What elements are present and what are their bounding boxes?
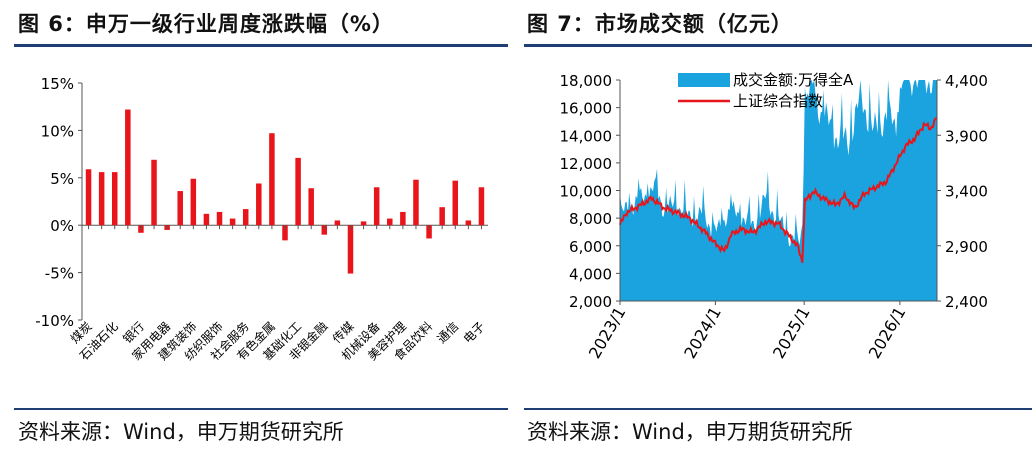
x-tick-label: 2024/1 [680,304,725,362]
bar [190,178,197,226]
y-tick-label: 5% [50,170,74,188]
left-y-tick-label: 2,000 [569,293,612,311]
bar [387,218,393,226]
index-line [619,117,938,263]
bar [98,172,105,226]
right-y-tick-label: 4,400 [945,72,988,90]
y-tick-label: 15% [41,75,74,93]
bar [478,187,485,226]
turnover-chart: 2,000 4,000 6,000 8,000 10,000 12,000 14,000 16… [560,71,988,362]
x-tick-label: 2025/1 [769,304,814,362]
x-tick-label: 2026/1 [865,304,910,362]
bar [465,220,472,226]
legend-line-label: 上证综合指数 [733,92,823,110]
bar [151,159,157,226]
left-source-rule [14,408,508,410]
category-label: 电子 [461,319,488,346]
category-label: 通信 [434,319,461,346]
bar [347,225,354,274]
left-y-tick-label: 8,000 [569,210,612,228]
left-title-rule [14,44,508,47]
left-source-note: 资料来源：Wind，申万期货研究所 [18,420,344,444]
right-chart-title: 图 7：市场成交额（亿元） [527,12,793,36]
bar [413,179,419,226]
bar [308,188,314,226]
right-source-note: 资料来源：Wind，申万期货研究所 [527,420,853,444]
left-y-tick-label: 18,000 [560,72,613,90]
bar [373,187,380,226]
left-y-tick-label: 12,000 [560,155,613,173]
left-y-tick-label: 14,000 [560,127,613,145]
left-y-tick-label: 6,000 [569,238,612,256]
legend-area-swatch [678,73,730,87]
bar [334,220,341,226]
bar [203,213,210,226]
bar [256,183,262,226]
bar [177,191,183,226]
bar [282,225,288,241]
y-tick-label: -10% [35,312,74,330]
bar [426,225,432,239]
y-tick-label: 0% [50,217,74,235]
right-y-tick-label: 3,900 [945,127,988,145]
right-title-rule [524,44,1032,47]
bar [269,133,275,226]
bar [400,211,406,226]
left-y-tick-label: 16,000 [560,100,613,118]
bar [216,211,223,226]
bar [242,209,249,226]
turnover-area [620,80,937,301]
right-y-tick-label: 2,900 [945,238,988,256]
x-tick-label: 2023/1 [585,304,630,362]
bar [452,180,459,226]
bar [85,169,92,226]
bar [229,218,236,226]
bar [111,172,118,226]
legend-area-label: 成交金额:万得全A [733,71,854,89]
bar [295,157,301,226]
bar [125,109,131,226]
left-y-tick-label: 4,000 [569,265,612,283]
bar [321,225,328,235]
right-y-tick-label: 2,400 [945,293,988,311]
left-chart-title: 图 6：申万一级行业周度涨跌幅（%） [18,12,394,36]
y-tick-label: -5% [45,265,74,283]
bar [439,207,445,226]
left-y-tick-label: 10,000 [560,183,613,201]
bar [360,221,367,226]
right-y-tick-label: 3,400 [945,183,988,201]
right-source-rule [524,408,1032,410]
y-tick-label: 10% [41,122,74,140]
